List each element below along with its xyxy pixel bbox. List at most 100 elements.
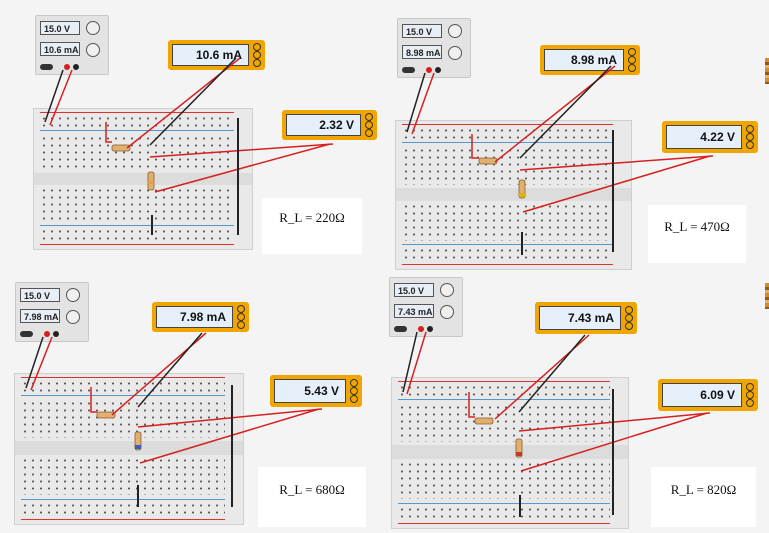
terminal-icon[interactable] (625, 314, 633, 322)
load-resistance-label: R_L = 470Ω (648, 205, 746, 263)
terminal-icon[interactable] (365, 113, 373, 121)
psu-negative-wire (25, 336, 44, 389)
voltmeter-wire-bottom (522, 155, 711, 213)
wiring (402, 331, 711, 517)
voltmeter-reading: 4.22 V (666, 125, 742, 149)
terminal-icon[interactable] (746, 125, 754, 133)
terminal-icon[interactable] (628, 48, 636, 56)
load-resistance-label: R_L = 680Ω (258, 467, 366, 527)
voltmeter: 4.22 V (662, 121, 758, 153)
terminal-icon[interactable] (746, 383, 754, 391)
terminal-icon[interactable] (237, 321, 245, 329)
psu-current-display: 8.98 mA (402, 45, 442, 59)
negative-terminal-icon[interactable] (427, 326, 433, 332)
psu-positive-wire (406, 331, 427, 395)
negative-terminal-icon[interactable] (73, 64, 79, 70)
voltage-knob-icon[interactable] (66, 288, 80, 302)
power-supply: 15.0 V 7.98 mA (15, 282, 89, 342)
psu-current-display: 7.43 mA (394, 304, 434, 318)
power-switch[interactable] (402, 67, 415, 73)
positive-terminal-icon[interactable] (418, 326, 424, 332)
voltmeter-wire-bottom (139, 408, 320, 464)
voltmeter-wire-top (519, 155, 714, 171)
terminal-icon[interactable] (365, 121, 373, 129)
supply-jumper-wire (90, 387, 97, 413)
voltage-knob-icon[interactable] (448, 24, 462, 38)
panel-rl-680: 15.0 V 7.98 mA 7.98 mA 5.43 V (0, 267, 380, 533)
terminal-icon[interactable] (253, 43, 261, 51)
ammeter-reading: 8.98 mA (544, 49, 624, 71)
positive-terminal-icon[interactable] (64, 64, 70, 70)
current-knob-icon[interactable] (86, 43, 100, 57)
series-resistor (478, 157, 498, 165)
psu-negative-wire (44, 69, 64, 123)
terminal-icon[interactable] (253, 59, 261, 67)
breadboard (391, 377, 629, 529)
load-resistance-label: R_L = 220Ω (262, 198, 362, 254)
power-switch[interactable] (20, 331, 33, 337)
power-switch[interactable] (40, 64, 53, 70)
terminal-icon[interactable] (746, 391, 754, 399)
voltmeter-wire-top (518, 412, 711, 432)
terminal-icon[interactable] (625, 306, 633, 314)
psu-voltage-display: 15.0 V (394, 283, 434, 297)
voltmeter-wire-top (149, 143, 334, 158)
psu-current-display: 10.6 mA (40, 42, 80, 56)
psu-positive-wire (30, 336, 53, 391)
voltmeter-wire-top (137, 408, 323, 428)
psu-positive-wire (49, 69, 73, 126)
terminal-icon[interactable] (350, 395, 358, 403)
psu-negative-wire (402, 331, 418, 393)
voltmeter: 5.43 V (270, 375, 362, 407)
series-resistor (96, 411, 116, 419)
terminal-icon[interactable] (253, 51, 261, 59)
psu-negative-wire (406, 72, 426, 133)
terminal-icon[interactable] (365, 129, 373, 137)
panel-rl-470: 15.0 V 8.98 mA 8.98 mA 4.22 V (383, 0, 763, 270)
power-supply: 15.0 V 8.98 mA (397, 18, 471, 78)
psu-voltage-display: 15.0 V (402, 24, 442, 38)
terminal-icon[interactable] (350, 379, 358, 387)
negative-terminal-icon[interactable] (53, 331, 59, 337)
ammeter-reading: 10.6 mA (172, 44, 249, 66)
negative-terminal-icon[interactable] (435, 67, 441, 73)
ammeter-black-wire (518, 334, 586, 413)
psu-positive-wire (411, 72, 435, 135)
voltmeter: 2.32 V (282, 110, 377, 140)
voltage-knob-icon[interactable] (86, 21, 100, 35)
positive-terminal-icon[interactable] (426, 67, 432, 73)
supply-jumper-wire (468, 392, 475, 418)
voltmeter: 6.09 V (658, 379, 758, 411)
series-resistor (474, 417, 494, 425)
load-resistor-band (519, 193, 525, 197)
terminal-icon[interactable] (237, 313, 245, 321)
ammeter: 10.6 mA (168, 40, 265, 70)
positive-terminal-icon[interactable] (44, 331, 50, 337)
voltmeter-reading: 2.32 V (286, 114, 361, 136)
ammeter-black-wire (137, 332, 203, 408)
terminal-icon[interactable] (628, 56, 636, 64)
ammeter-reading: 7.43 mA (539, 306, 621, 330)
ammeter: 7.43 mA (535, 302, 637, 334)
wiring (25, 332, 323, 507)
voltage-knob-icon[interactable] (440, 283, 454, 297)
terminal-icon[interactable] (625, 322, 633, 330)
cropped-resistor-top (765, 58, 769, 84)
voltmeter-reading: 6.09 V (662, 383, 742, 407)
ammeter-reading: 7.98 mA (156, 306, 233, 328)
terminal-icon[interactable] (746, 133, 754, 141)
power-supply: 15.0 V 7.43 mA (389, 277, 463, 337)
terminal-icon[interactable] (628, 64, 636, 72)
current-knob-icon[interactable] (66, 310, 80, 324)
terminal-icon[interactable] (746, 141, 754, 149)
load-resistor-band (516, 452, 522, 456)
current-knob-icon[interactable] (448, 46, 462, 60)
power-switch[interactable] (394, 326, 407, 332)
current-knob-icon[interactable] (440, 305, 454, 319)
ammeter-black-wire (149, 57, 237, 146)
terminal-icon[interactable] (237, 305, 245, 313)
terminal-icon[interactable] (746, 399, 754, 407)
wiring (406, 65, 714, 255)
terminal-icon[interactable] (350, 387, 358, 395)
